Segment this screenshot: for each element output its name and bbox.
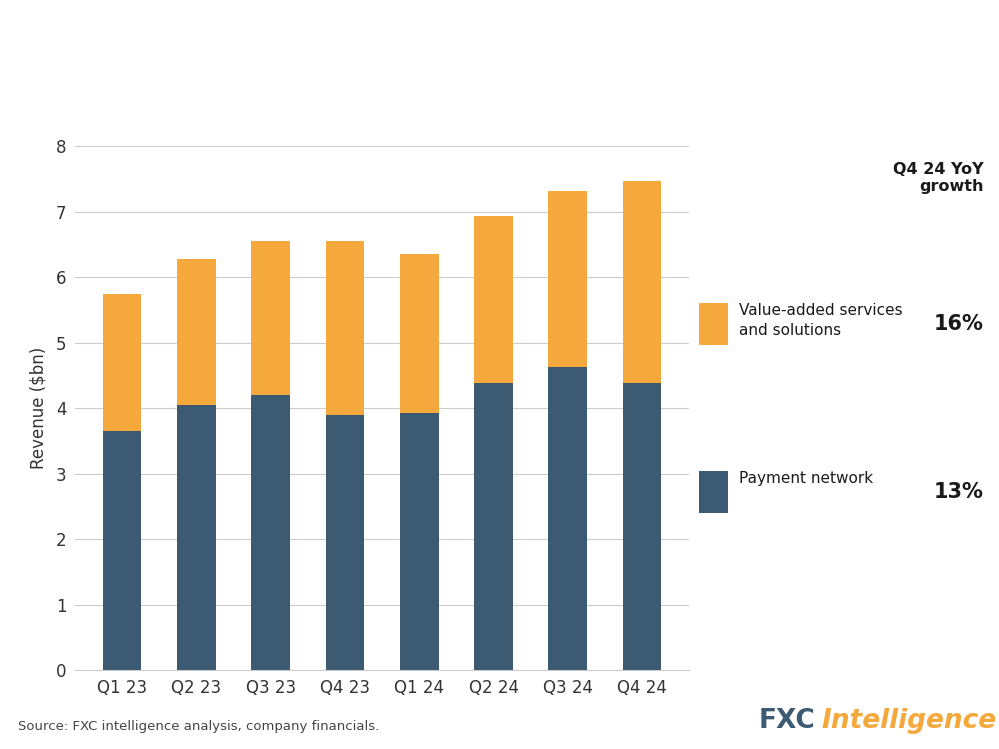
Text: Source: FXC intelligence analysis, company financials.: Source: FXC intelligence analysis, compa… (18, 720, 380, 733)
Text: Q4 24 YoY
growth: Q4 24 YoY growth (893, 162, 984, 194)
Bar (548, 191, 587, 367)
Bar (252, 241, 290, 395)
Bar (400, 254, 439, 413)
Bar (326, 415, 365, 670)
Bar (177, 405, 216, 670)
Text: Value-added services
and solutions: Value-added services and solutions (739, 303, 903, 338)
Bar (400, 413, 439, 670)
Bar (475, 216, 512, 383)
Y-axis label: Revenue ($bn): Revenue ($bn) (30, 347, 48, 470)
Bar (622, 181, 661, 383)
Bar (548, 367, 587, 670)
Bar (622, 383, 661, 670)
Bar (326, 241, 365, 415)
Bar (699, 471, 727, 513)
Text: Intelligence: Intelligence (822, 708, 997, 733)
Text: FXC: FXC (759, 708, 815, 733)
Bar (103, 294, 142, 431)
Bar (252, 395, 290, 670)
Bar (475, 383, 512, 670)
Bar (177, 259, 216, 405)
Text: 16%: 16% (934, 315, 984, 334)
Bar (103, 431, 142, 670)
Text: Payment network: Payment network (739, 471, 873, 486)
Text: Mastercard net revenue split by segment, 2023-2024: Mastercard net revenue split by segment,… (18, 88, 519, 107)
Text: 13%: 13% (934, 482, 984, 502)
Bar (699, 303, 727, 345)
Text: Mastercard value-added services take growing share of revenues: Mastercard value-added services take gro… (18, 25, 999, 53)
